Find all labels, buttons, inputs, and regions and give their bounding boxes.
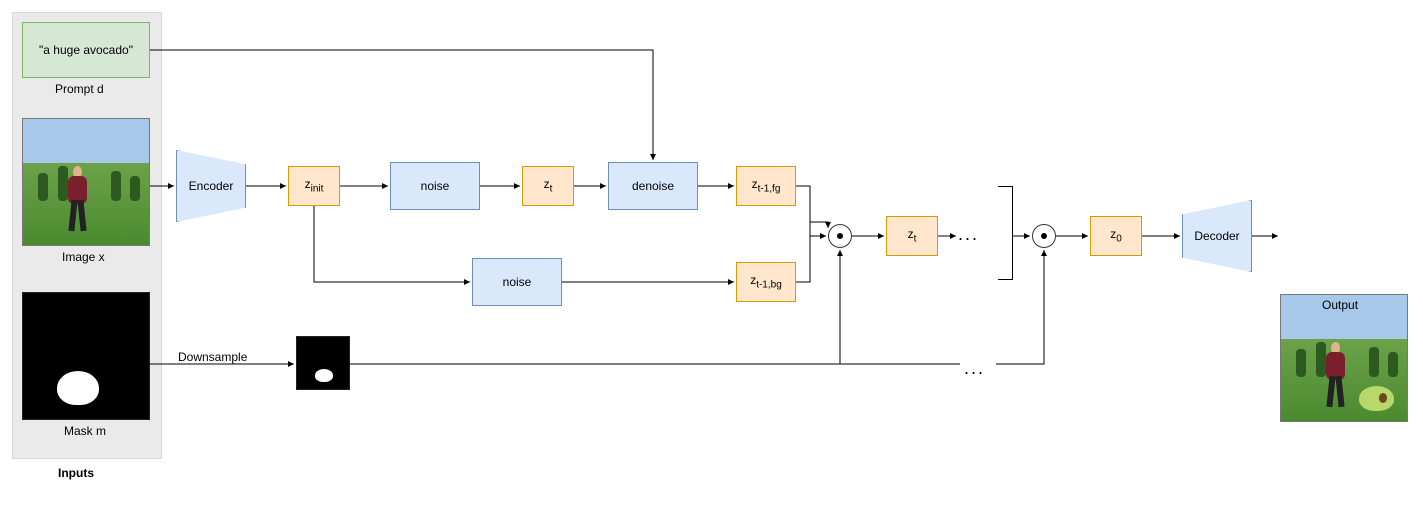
loop-bracket: [998, 186, 1013, 280]
denoise-label: denoise: [632, 179, 674, 193]
z-t1-label: zt: [544, 177, 553, 194]
combine-op-2: [1032, 224, 1056, 248]
encoder-label: Encoder: [189, 179, 234, 193]
decoder-label: Decoder: [1194, 229, 1239, 243]
z-fg-label: zt-1,fg: [752, 177, 781, 194]
encoder-block: Encoder: [176, 150, 246, 222]
diagram-canvas: "a huge avocado" Prompt d Image x Mask m…: [0, 0, 1423, 507]
ellipsis-bottom: ...: [964, 358, 985, 379]
z-fg-block: zt-1,fg: [736, 166, 796, 206]
inputs-title: Inputs: [58, 466, 94, 480]
prompt-text: "a huge avocado": [39, 43, 133, 57]
prompt-box: "a huge avocado": [22, 22, 150, 78]
z-init-label: zinit: [305, 177, 324, 194]
z-t2-label: zt: [908, 227, 917, 244]
combine-op-1: [828, 224, 852, 248]
ellipsis-top: ...: [958, 224, 979, 245]
denoise-block: denoise: [608, 162, 698, 210]
image-x-label: Image x: [62, 250, 105, 264]
noise1-label: noise: [421, 179, 450, 193]
downsample-label: Downsample: [178, 350, 247, 364]
z-t-block-2: zt: [886, 216, 938, 256]
z-bg-label: zt-1,bg: [750, 273, 782, 290]
noise-block-1: noise: [390, 162, 480, 210]
noise2-label: noise: [503, 275, 532, 289]
z-0-block: z0: [1090, 216, 1142, 256]
output-image: [1280, 294, 1408, 422]
mask-m-label: Mask m: [64, 424, 106, 438]
decoder-block: Decoder: [1182, 200, 1252, 272]
image-x: [22, 118, 150, 246]
noise-block-2: noise: [472, 258, 562, 306]
z-init-block: zinit: [288, 166, 340, 206]
mask-m: [22, 292, 150, 420]
z-bg-block: zt-1,bg: [736, 262, 796, 302]
output-label: Output: [1322, 298, 1358, 312]
z-t-block-1: zt: [522, 166, 574, 206]
prompt-label: Prompt d: [55, 82, 104, 96]
z-0-label: z0: [1110, 227, 1122, 244]
mask-small: [296, 336, 350, 390]
